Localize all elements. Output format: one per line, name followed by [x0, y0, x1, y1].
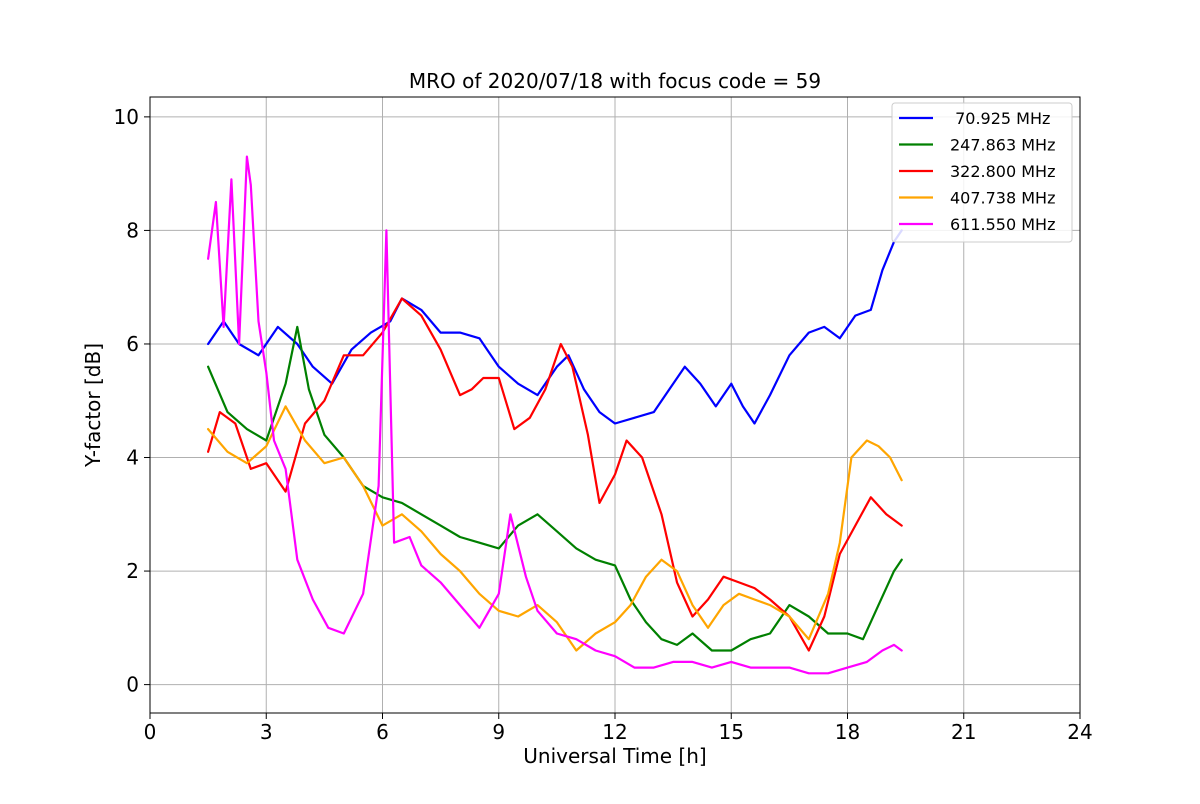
x-tick-label: 0 [144, 720, 157, 744]
x-tick-label: 6 [376, 720, 389, 744]
series-line-1 [207, 325, 903, 652]
legend-label: 611.550 MHz [950, 215, 1055, 234]
x-tick-label: 3 [260, 720, 273, 744]
x-tick-label: 21 [951, 720, 976, 744]
y-tick-label: 10 [114, 105, 139, 129]
y-tick-label: 4 [126, 446, 139, 470]
legend-label: 247.863 MHz [950, 136, 1055, 155]
y-tick-label: 6 [126, 332, 139, 356]
series-line-4 [207, 155, 903, 675]
series-line-3 [207, 405, 903, 652]
y-tick-label: 8 [126, 218, 139, 242]
y-axis-label: Y-factor [dB] [81, 343, 105, 468]
grid-lines [149, 97, 1081, 713]
y-axis: 0 2 4 6 8 10 [114, 105, 150, 697]
x-tick-label: 12 [602, 720, 627, 744]
y-tick-label: 2 [126, 559, 139, 583]
legend-box [891, 102, 1073, 243]
chart-title: MRO of 2020/07/18 with focus code = 59 [409, 69, 821, 93]
series-layer [207, 155, 903, 675]
legend: 70.925 MHz 247.863 MHz 322.800 MHz 407.738 … [891, 102, 1073, 243]
x-tick-label: 9 [492, 720, 505, 744]
legend-label: 322.800 MHz [950, 162, 1055, 181]
x-axis: 0 3 6 9 12 15 18 21 24 [144, 713, 1093, 744]
legend-label: 70.925 MHz [950, 109, 1050, 128]
x-tick-label: 24 [1067, 720, 1092, 744]
x-tick-label: 18 [835, 720, 860, 744]
series-line-0 [207, 229, 903, 425]
x-tick-label: 15 [719, 720, 744, 744]
y-tick-label: 0 [126, 673, 139, 697]
x-axis-label: Universal Time [h] [523, 744, 706, 768]
legend-label: 407.738 MHz [950, 189, 1055, 208]
